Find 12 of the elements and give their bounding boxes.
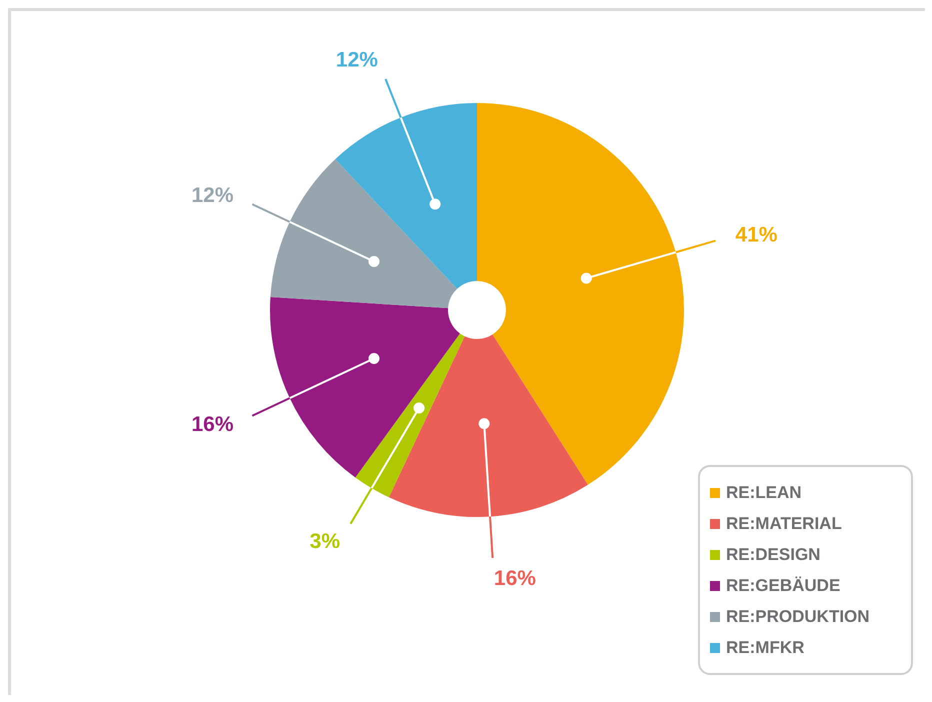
data-label: 3% — [310, 530, 340, 554]
legend-label: RE:GEBÄUDE — [725, 574, 842, 596]
legend-label: RE:DESIGN — [725, 544, 822, 566]
legend-label: RE:PRODUKTION — [725, 606, 871, 628]
legend-label: RE:MFKR — [725, 636, 806, 658]
data-label: 12% — [191, 184, 234, 207]
legend-label: RE:MATERIAL — [725, 512, 843, 534]
legend-label: RE:LEAN — [725, 482, 803, 504]
data-label: 16% — [191, 413, 234, 436]
data-label: 41% — [735, 223, 778, 246]
data-label: 12% — [336, 48, 378, 72]
data-label: 16% — [494, 567, 536, 590]
